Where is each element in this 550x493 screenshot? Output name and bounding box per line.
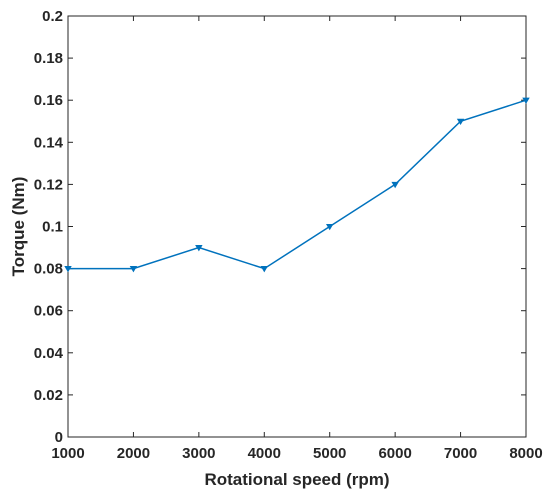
plot-box [67,15,527,438]
plot-frame [67,15,527,438]
x-axis-title: Rotational speed (rpm) [204,470,389,489]
y-axis-ticks: 0 0.02 0.04 0.06 0.08 0.1 0.12 0.14 0.16 0.18 0.2 [34,8,526,446]
data-point [195,245,203,252]
data-point [129,266,138,273]
y-tick-label: 0.06 [34,303,63,320]
y-tick-label: 0.04 [34,345,64,362]
y-tick-label: 0.16 [34,92,63,109]
x-tick-label: 6000 [378,445,411,462]
x-tick-label: 5000 [313,445,346,462]
y-axis-title: Torque (Nm) [9,177,28,277]
data-point [64,266,72,273]
data-point [456,118,465,126]
y-tick-label: 0.14 [34,134,64,151]
data-point [391,181,399,189]
y-tick-label: 0.18 [34,50,63,67]
data-point [325,223,334,231]
x-tick-label: 8000 [509,445,542,462]
y-tick-label: 0 [55,429,63,446]
series-layer [64,97,530,273]
y-tick-label: 0.1 [42,219,63,236]
x-tick-label: 7000 [444,445,477,462]
x-tick-label: 1000 [51,445,84,462]
series-line [68,99,527,270]
x-tick-label: 4000 [248,445,281,462]
y-tick-label: 0.2 [42,8,63,25]
x-tick-label: 2000 [117,445,150,462]
y-tick-label: 0.08 [34,261,63,278]
data-point [522,97,530,104]
x-axis-ticks: 1000 2000 3000 4000 5000 6000 7000 8000 [51,16,543,462]
y-tick-label: 0.02 [34,387,63,404]
data-point [260,266,269,273]
x-tick-label: 3000 [182,445,215,462]
y-tick-label: 0.12 [34,176,63,193]
